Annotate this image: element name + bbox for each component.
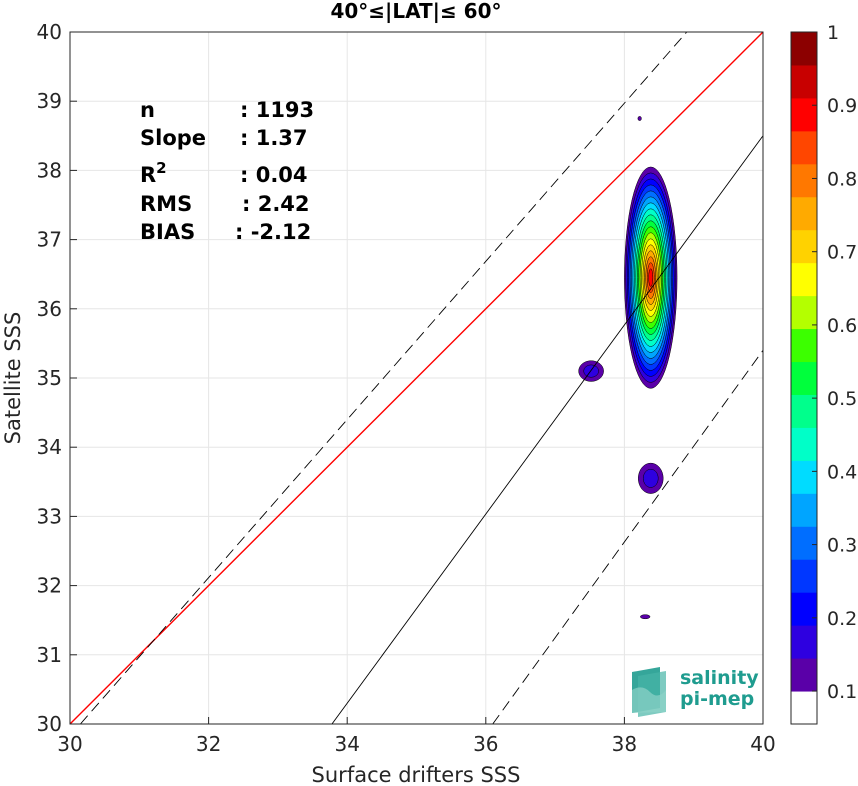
colorbar-swatch	[791, 691, 817, 725]
y-tick-label: 32	[37, 574, 62, 598]
stat-label: BIAS	[140, 220, 195, 244]
reference-line-fit	[331, 135, 763, 724]
colorbar-frame	[790, 31, 818, 725]
y-tick-label: 37	[37, 228, 62, 252]
stat-value: : 1.37	[240, 126, 308, 150]
colorbar-swatch	[791, 262, 817, 297]
logo-waves-icon	[632, 667, 666, 717]
colorbar-swatch	[791, 130, 817, 165]
colorbar-tick-label: 1	[827, 22, 839, 44]
y-tick-label: 35	[37, 366, 62, 390]
colorbar-tick-label: 0.6	[827, 315, 857, 337]
colorbar-swatch	[791, 32, 817, 66]
y-tick-label: 30	[37, 712, 62, 736]
x-tick-label: 34	[334, 732, 359, 756]
x-tick-label: 36	[473, 732, 498, 756]
logo-line1: salinity	[680, 667, 759, 689]
colorbar-tick-label: 0.5	[827, 388, 857, 410]
x-tick-label: 30	[57, 732, 82, 756]
statistics-box: n : 1193 Slope : 1.37 R2 : 0.04 RMS : 2.42 BIAS:…	[140, 98, 314, 244]
y-tick-label: 34	[37, 435, 62, 459]
logo-line2: pi-mep	[680, 688, 754, 710]
colorbar-swatch	[791, 460, 817, 494]
colorbar-swatch	[791, 64, 817, 99]
colorbar-swatch	[791, 196, 817, 231]
colorbar-swatch	[791, 658, 817, 692]
y-tick-label: 36	[37, 297, 62, 321]
y-tick-label: 40	[37, 20, 62, 44]
colorbar-swatch	[791, 394, 817, 428]
colorbar-swatch	[791, 163, 817, 198]
x-tick-label: 38	[612, 732, 637, 756]
colorbar-swatch	[791, 97, 817, 132]
colorbar-tick-label: 0.8	[827, 168, 857, 190]
stat-label: Slope	[140, 126, 206, 150]
colorbar-tick-label: 0.9	[827, 95, 857, 117]
colorbar-swatch	[791, 295, 817, 330]
colorbar-swatch	[791, 493, 817, 527]
y-tick-label: 31	[37, 643, 62, 667]
colorbar-swatch	[791, 361, 817, 395]
colorbar-swatch	[791, 625, 817, 659]
x-tick-label: 32	[196, 732, 221, 756]
colorbar-swatch	[791, 592, 817, 626]
stat-value: : -2.12	[235, 220, 311, 244]
y-axis-ticks: 30 31 32 33 34 35 36 37 38 39 40	[37, 20, 77, 736]
stat-label: R2	[140, 159, 167, 187]
colorbar-swatch	[791, 526, 817, 560]
y-tick-label: 38	[37, 158, 62, 182]
colorbar-tick-label: 0.3	[827, 535, 857, 557]
y-tick-label: 33	[37, 504, 62, 528]
density-contour	[640, 614, 651, 620]
reference-line-lower	[492, 350, 763, 724]
colorbar-tick-label: 0.2	[827, 608, 857, 630]
density-contour	[637, 116, 642, 121]
stat-value: : 1193	[240, 98, 314, 122]
density-contour	[648, 268, 654, 287]
reference-lines	[70, 32, 763, 724]
colorbar-swatch	[791, 229, 817, 264]
salinity-pi-mep-logo: salinity pi-mep	[632, 667, 759, 717]
y-axis-label: Satellite SSS	[1, 312, 25, 445]
colorbar-swatch	[791, 427, 817, 461]
reference-line-upper	[80, 32, 688, 724]
colorbar-tick-label: 0.4	[827, 461, 857, 483]
colorbar-swatch	[791, 328, 817, 363]
chart-title: 40°≤|LAT|≤ 60°	[330, 0, 501, 23]
x-axis-ticks: 30 32 34 36 38 40	[57, 717, 776, 756]
colorbar-swatch	[791, 559, 817, 593]
stat-value: : 2.42	[242, 192, 310, 216]
stat-label: n	[140, 98, 155, 122]
grid-lines	[69, 31, 764, 725]
x-tick-label: 40	[750, 732, 775, 756]
density-contour	[642, 468, 659, 488]
stat-value: : 0.04	[240, 163, 308, 187]
colorbar: 0.1 0.2 0.3 0.4 0.5 0.6 0.7 0.8 0.9 1	[790, 22, 857, 725]
reference-line-1-to-1	[70, 32, 763, 724]
colorbar-tick-label: 0.7	[827, 242, 857, 264]
x-axis-label: Surface drifters SSS	[312, 763, 521, 786]
colorbar-tick-label: 0.1	[827, 681, 857, 703]
stat-label: RMS	[140, 192, 192, 216]
y-tick-label: 39	[37, 89, 62, 113]
